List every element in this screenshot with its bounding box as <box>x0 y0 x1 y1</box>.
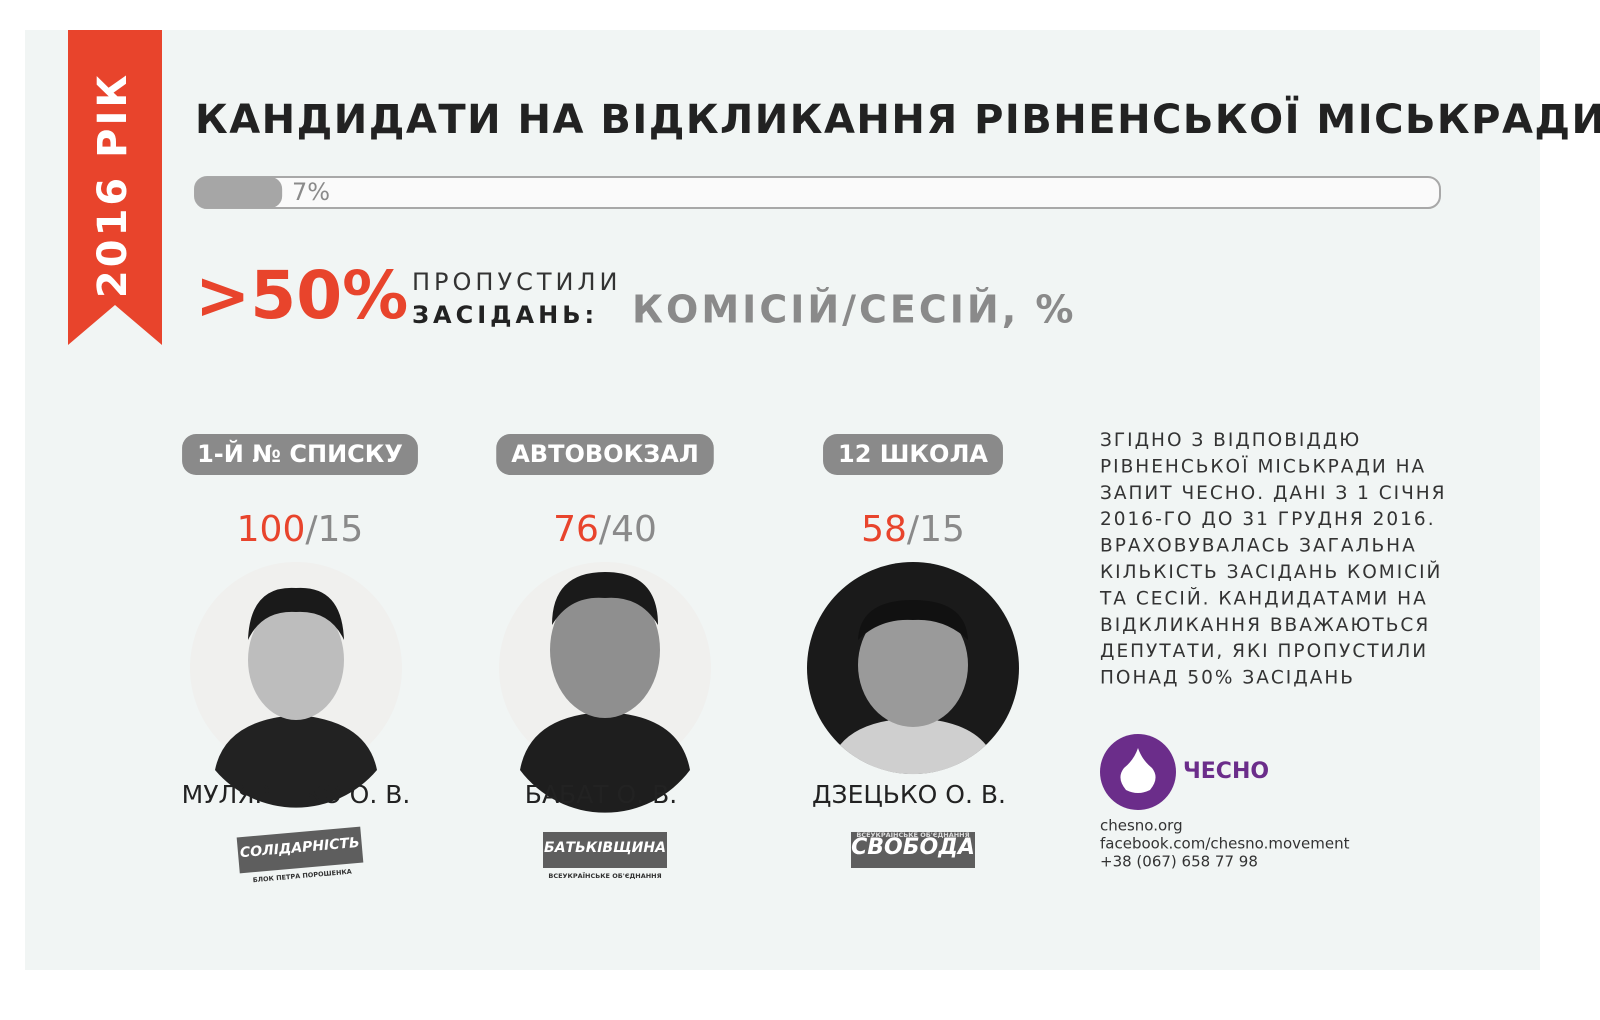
committees: 76 <box>553 509 599 550</box>
note-line: ПОНАД 50% ЗАСІДАНЬ <box>1100 668 1355 689</box>
candidate-name: ДЗЕЦЬКО О. В. <box>812 780 1006 809</box>
party-box <box>543 832 667 868</box>
note-line: ЗГІДНО З ВІДПОВІДДЮ <box>1100 430 1361 451</box>
party-box <box>236 826 364 874</box>
stat: 76/40 <box>553 509 657 550</box>
tag-pill <box>182 434 418 475</box>
party-name: БАТЬКІВЩИНА <box>544 840 666 856</box>
headline-line2: ЗАСІДАНЬ: <box>412 301 598 329</box>
note-line: ДЕПУТАТИ, ЯКІ ПРОПУСТИЛИ <box>1100 641 1428 662</box>
note-line: ТА СЕСІЙ. КАНДИДАТАМИ НА <box>1099 587 1428 609</box>
sessions: 15 <box>318 509 364 550</box>
sessions: 15 <box>919 509 965 550</box>
tag-text: 12 ШКОЛА <box>838 440 988 468</box>
headline-kind: КОМІСІЙ/СЕСІЙ, % <box>632 288 1076 332</box>
progress-track <box>194 176 1441 209</box>
title: КАНДИДАТИ НА ВІДКЛИКАННЯ РІВНЕНСЬКОЇ МІС… <box>195 95 1600 143</box>
separator: / <box>907 509 920 550</box>
tag-pill <box>823 434 1003 475</box>
stat: 100/15 <box>237 509 364 550</box>
party-logo: БАТЬКІВЩИНА ВСЕУКРАЇНСЬКЕ ОБ'ЄДНАННЯ <box>543 832 667 880</box>
photo <box>807 562 1019 775</box>
contact: chesno.org <box>1100 817 1183 835</box>
party-sub: ВСЕУКРАЇНСЬКЕ ОБ'ЄДНАННЯ <box>548 871 661 880</box>
logo-text: ЧЕСНО <box>1183 759 1269 784</box>
note-line: 2016-ГО ДО 31 ГРУДНЯ 2016. <box>1100 509 1436 530</box>
contact: facebook.com/chesno.movement <box>1100 835 1350 853</box>
committees: 58 <box>861 509 907 550</box>
committees: 100 <box>237 509 306 550</box>
photo <box>499 562 711 813</box>
progress-fill <box>195 177 283 208</box>
note-line: ВРАХОВУВАЛАСЬ ЗАГАЛЬНА <box>1100 536 1417 557</box>
photo <box>190 562 402 808</box>
note-line: ЗАПИТ ЧЕСНО. ДАНІ З 1 СІЧНЯ <box>1100 483 1447 504</box>
stat: 58/15 <box>861 509 965 550</box>
headline-big: >50% <box>195 257 408 334</box>
separator: / <box>599 509 612 550</box>
logo-garlic <box>1120 748 1156 793</box>
note-line: РІВНЕНСЬКОЇ МІСЬКРАДИ НА <box>1100 456 1426 477</box>
party-box <box>851 832 975 868</box>
progress-label: 7% <box>292 178 330 206</box>
tag-pill <box>496 434 714 475</box>
party-name: СВОБОДА <box>851 835 975 860</box>
headline-line1: ПРОПУСТИЛИ <box>412 268 621 296</box>
sessions: 40 <box>611 509 657 550</box>
candidate-name: МУЛЯРЕНКО О. В. <box>182 780 411 809</box>
ribbon <box>68 30 162 345</box>
party-sub: ВСЕУКРАЇНСЬКЕ ОБ'ЄДНАННЯ <box>856 830 969 839</box>
note-line: ВІДКЛИКАННЯ ВВАЖАЮТЬСЯ <box>1100 615 1430 636</box>
tag-text: 1-Й № СПИСКУ <box>197 439 403 468</box>
candidate-name: БАБАТ О. В. <box>525 780 677 809</box>
ribbon-text: 2016 РІК <box>90 72 136 298</box>
note-line: КІЛЬКІСТЬ ЗАСІДАНЬ КОМІСІЙ <box>1100 561 1442 583</box>
tag-text: АВТОВОКЗАЛ <box>511 440 699 468</box>
separator: / <box>305 509 318 550</box>
contact: +38 (067) 658 77 98 <box>1100 853 1258 871</box>
